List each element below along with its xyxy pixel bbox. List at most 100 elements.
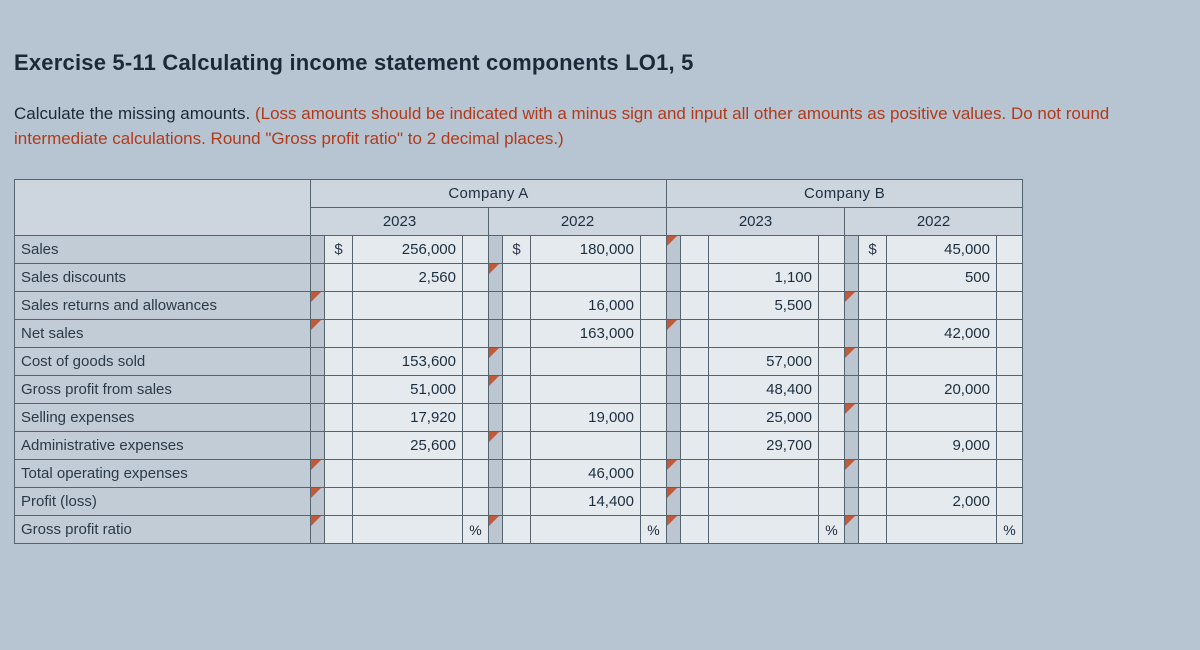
input-marker[interactable] bbox=[311, 516, 325, 544]
value-cell: 1,100 bbox=[709, 264, 819, 292]
value-cell[interactable] bbox=[531, 432, 641, 460]
currency-symbol bbox=[503, 292, 531, 320]
value-cell[interactable] bbox=[709, 460, 819, 488]
triangle-icon bbox=[489, 376, 499, 386]
value-cell[interactable] bbox=[531, 516, 641, 544]
input-marker[interactable] bbox=[667, 236, 681, 264]
percent-symbol: % bbox=[463, 516, 489, 544]
currency-symbol bbox=[859, 264, 887, 292]
triangle-icon bbox=[845, 348, 855, 358]
percent-symbol: % bbox=[997, 516, 1023, 544]
currency-symbol bbox=[681, 376, 709, 404]
value-cell[interactable] bbox=[531, 264, 641, 292]
value-cell: 25,600 bbox=[353, 432, 463, 460]
header-company-b: Company B bbox=[667, 180, 1023, 208]
input-marker[interactable] bbox=[311, 320, 325, 348]
value-cell[interactable] bbox=[887, 292, 997, 320]
percent-symbol bbox=[997, 320, 1023, 348]
value-cell[interactable] bbox=[887, 516, 997, 544]
percent-symbol bbox=[641, 236, 667, 264]
input-marker[interactable] bbox=[845, 292, 859, 320]
exercise-page: Exercise 5-11 Calculating income stateme… bbox=[0, 0, 1200, 544]
table-row: Gross profit from sales51,00048,40020,00… bbox=[15, 376, 1023, 404]
percent-symbol: % bbox=[641, 516, 667, 544]
value-cell: 45,000 bbox=[887, 236, 997, 264]
currency-symbol bbox=[859, 348, 887, 376]
input-marker bbox=[845, 432, 859, 460]
currency-symbol bbox=[325, 292, 353, 320]
input-marker bbox=[311, 264, 325, 292]
value-cell[interactable] bbox=[353, 320, 463, 348]
value-cell: 42,000 bbox=[887, 320, 997, 348]
triangle-icon bbox=[667, 320, 677, 330]
input-marker[interactable] bbox=[667, 488, 681, 516]
row-label: Net sales bbox=[15, 320, 311, 348]
header-b-2022: 2022 bbox=[845, 208, 1023, 236]
currency-symbol bbox=[859, 488, 887, 516]
triangle-icon bbox=[667, 460, 677, 470]
percent-symbol bbox=[819, 236, 845, 264]
value-cell[interactable] bbox=[353, 516, 463, 544]
input-marker bbox=[489, 236, 503, 264]
currency-symbol bbox=[681, 460, 709, 488]
percent-symbol bbox=[819, 320, 845, 348]
input-marker[interactable] bbox=[489, 348, 503, 376]
input-marker[interactable] bbox=[311, 460, 325, 488]
triangle-icon bbox=[845, 292, 855, 302]
triangle-icon bbox=[845, 404, 855, 414]
currency-symbol bbox=[681, 432, 709, 460]
triangle-icon bbox=[667, 516, 677, 526]
input-marker[interactable] bbox=[845, 404, 859, 432]
value-cell[interactable] bbox=[353, 292, 463, 320]
percent-symbol bbox=[997, 460, 1023, 488]
table-wrap: Company A Company B 2023 2022 2023 2022 … bbox=[14, 179, 1186, 544]
value-cell: 51,000 bbox=[353, 376, 463, 404]
input-marker[interactable] bbox=[311, 488, 325, 516]
input-marker[interactable] bbox=[845, 516, 859, 544]
value-cell[interactable] bbox=[887, 460, 997, 488]
input-marker bbox=[845, 376, 859, 404]
input-marker bbox=[311, 236, 325, 264]
input-marker[interactable] bbox=[311, 292, 325, 320]
value-cell: 17,920 bbox=[353, 404, 463, 432]
input-marker[interactable] bbox=[489, 376, 503, 404]
triangle-icon bbox=[489, 264, 499, 274]
input-marker[interactable] bbox=[489, 264, 503, 292]
currency-symbol bbox=[859, 404, 887, 432]
input-marker bbox=[845, 320, 859, 348]
value-cell[interactable] bbox=[709, 516, 819, 544]
input-marker[interactable] bbox=[489, 516, 503, 544]
value-cell: 500 bbox=[887, 264, 997, 292]
percent-symbol bbox=[997, 292, 1023, 320]
percent-symbol bbox=[641, 264, 667, 292]
table-row: Sales discounts2,5601,100500 bbox=[15, 264, 1023, 292]
input-marker[interactable] bbox=[845, 460, 859, 488]
value-cell[interactable] bbox=[887, 404, 997, 432]
input-marker[interactable] bbox=[845, 348, 859, 376]
currency-symbol bbox=[681, 516, 709, 544]
input-marker[interactable] bbox=[489, 432, 503, 460]
input-marker[interactable] bbox=[667, 320, 681, 348]
value-cell[interactable] bbox=[709, 320, 819, 348]
value-cell[interactable] bbox=[709, 488, 819, 516]
percent-symbol bbox=[463, 236, 489, 264]
value-cell[interactable] bbox=[887, 348, 997, 376]
value-cell[interactable] bbox=[353, 488, 463, 516]
percent-symbol bbox=[997, 264, 1023, 292]
instructions: Calculate the missing amounts. (Loss amo… bbox=[14, 102, 1186, 151]
value-cell[interactable] bbox=[531, 376, 641, 404]
value-cell[interactable] bbox=[531, 348, 641, 376]
currency-symbol bbox=[325, 516, 353, 544]
header-b-2023: 2023 bbox=[667, 208, 845, 236]
input-marker bbox=[489, 488, 503, 516]
input-marker[interactable] bbox=[667, 516, 681, 544]
percent-symbol bbox=[463, 320, 489, 348]
currency-symbol bbox=[503, 432, 531, 460]
currency-symbol bbox=[859, 376, 887, 404]
currency-symbol bbox=[859, 292, 887, 320]
percent-symbol bbox=[641, 292, 667, 320]
value-cell[interactable] bbox=[353, 460, 463, 488]
input-marker[interactable] bbox=[667, 460, 681, 488]
value-cell[interactable] bbox=[709, 236, 819, 264]
currency-symbol bbox=[503, 460, 531, 488]
